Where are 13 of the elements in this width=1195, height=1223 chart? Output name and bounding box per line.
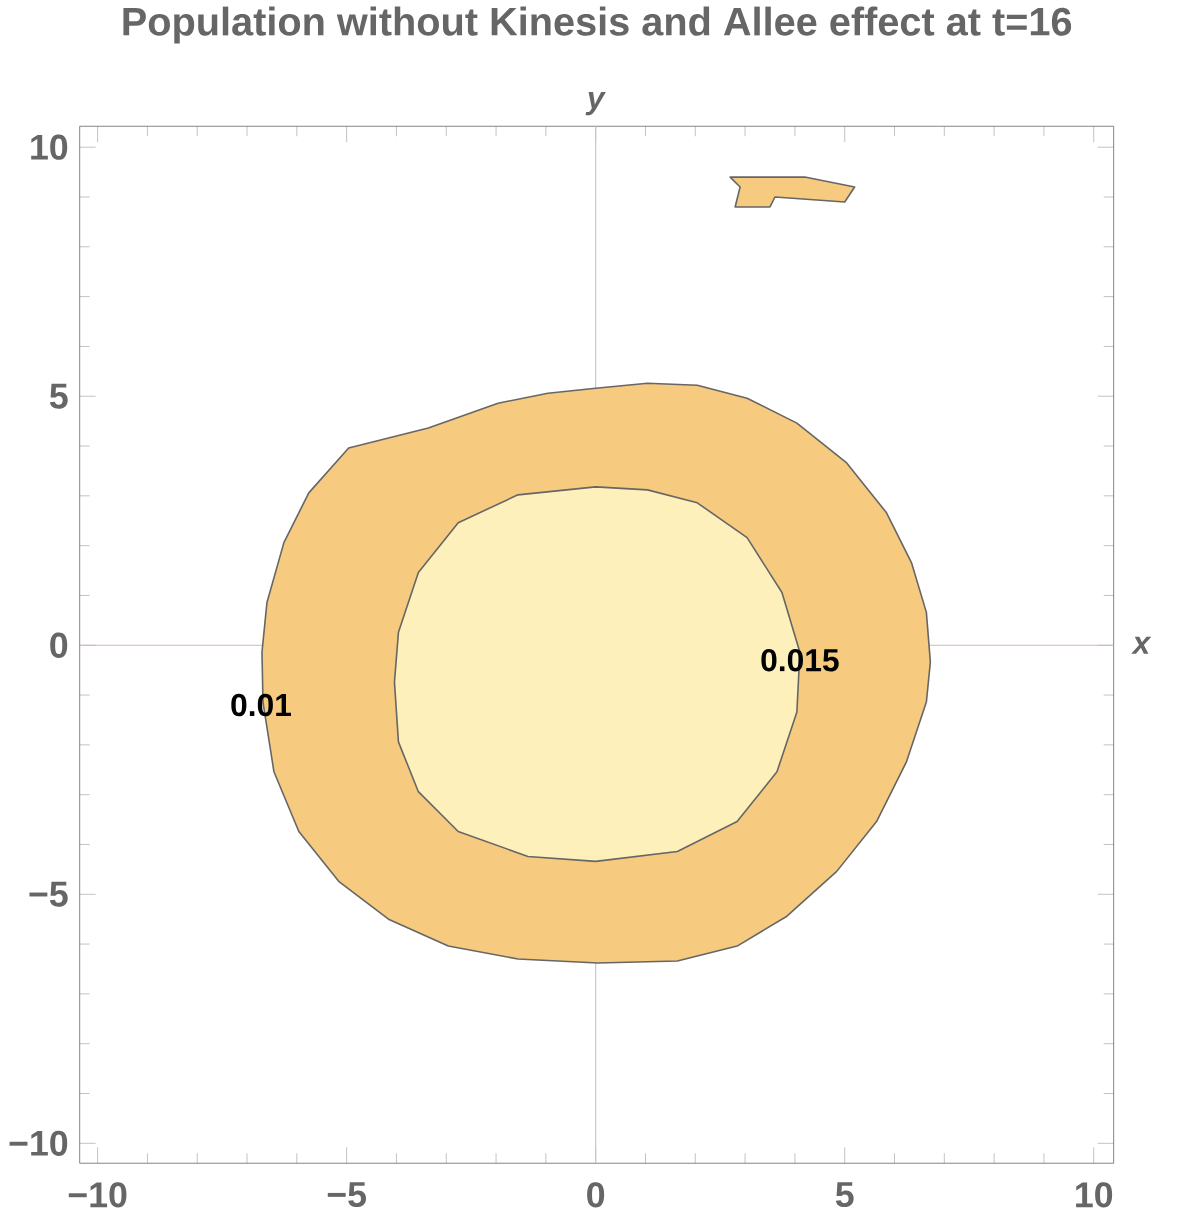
y-tick-label: 0 <box>50 632 68 658</box>
x-tick-label: −10 <box>68 1182 127 1208</box>
x-tick-label: 10 <box>1075 1182 1112 1208</box>
x-axis-title: x <box>1131 636 1152 654</box>
y-tick-label: −5 <box>29 881 68 907</box>
y-tick-label: 10 <box>31 134 68 160</box>
chart-title: Population without Kinesis and Allee effect at t=16 <box>123 6 1071 44</box>
x-tick-label: −5 <box>327 1182 366 1208</box>
x-tick-label: 0 <box>586 1182 604 1208</box>
y-tick-label: −10 <box>9 1130 68 1156</box>
y-tick-label: 5 <box>49 383 68 409</box>
y-axis-title: y <box>585 91 606 116</box>
x-tick-label: 5 <box>835 1182 854 1208</box>
